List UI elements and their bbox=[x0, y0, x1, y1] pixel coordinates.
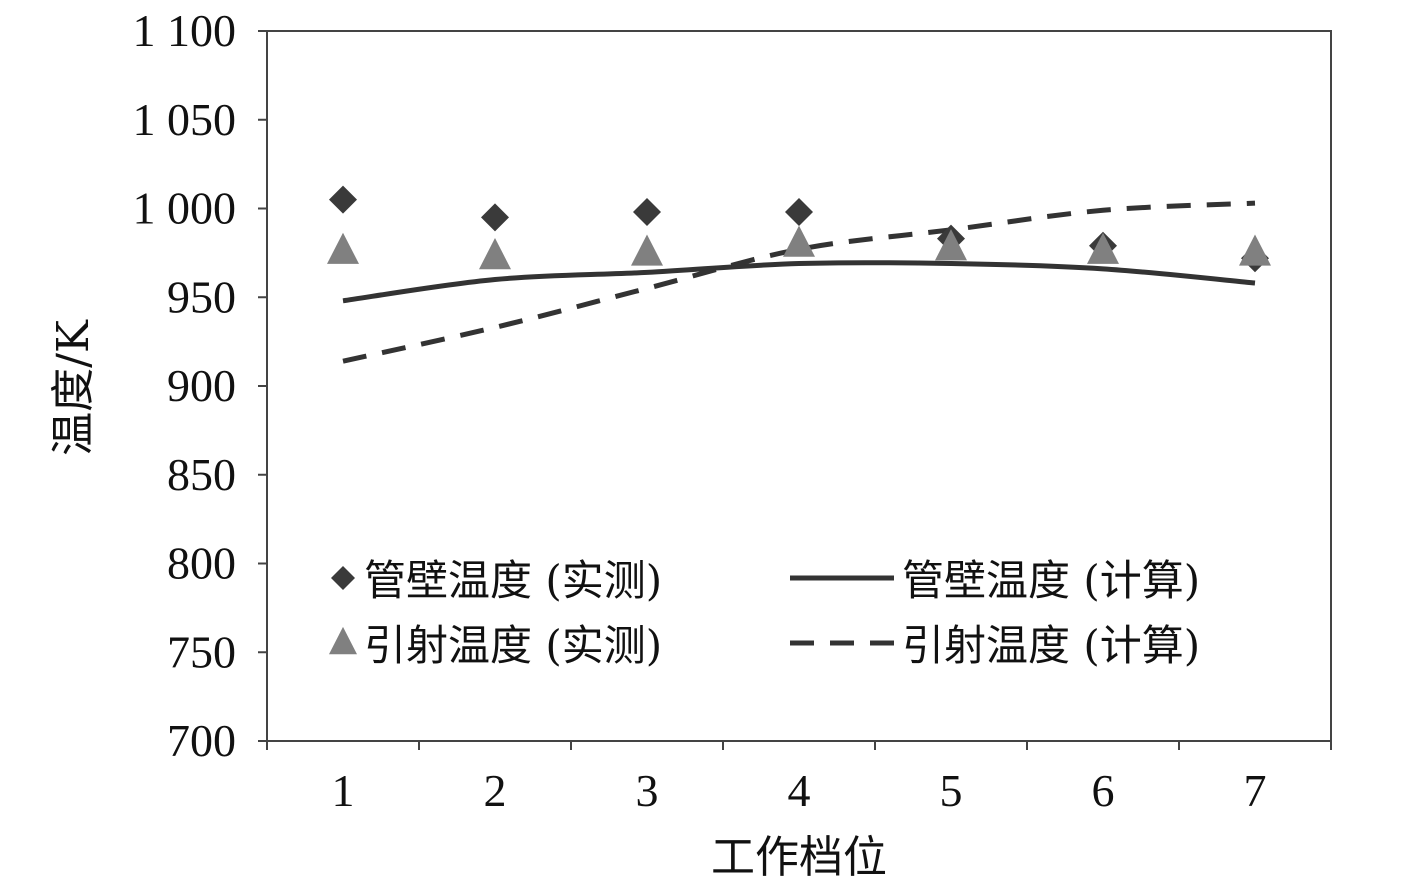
x-tick-label: 6 bbox=[1092, 765, 1115, 816]
x-tick-label: 1 bbox=[332, 765, 355, 816]
tick-marks bbox=[258, 30, 1332, 750]
y-tick-label: 1 050 bbox=[133, 94, 237, 145]
x-axis-title: 工作档位 bbox=[711, 832, 887, 883]
series-line-ejector-calc bbox=[342, 200, 1256, 364]
legend-label: 引射温度 (计算) bbox=[902, 621, 1200, 670]
series-lines bbox=[342, 200, 1256, 364]
legend-label: 管壁温度 (实测) bbox=[364, 556, 662, 605]
legend: 管壁温度 (实测) 管壁温度 (计算) 引射温度 (实测) 引射温度 (计算) bbox=[329, 556, 1200, 670]
x-tick-label: 7 bbox=[1244, 765, 1267, 816]
x-tick-label: 4 bbox=[788, 765, 811, 816]
data-point-ejector-measured bbox=[327, 232, 359, 264]
data-point-ejector-measured bbox=[935, 229, 967, 261]
x-tick-label: 3 bbox=[636, 765, 659, 816]
y-tick-label: 1 100 bbox=[133, 5, 237, 56]
data-point-ejector-measured bbox=[1239, 234, 1271, 266]
series-markers bbox=[327, 185, 1271, 273]
data-point-wall-measured bbox=[329, 185, 357, 214]
y-tick-label: 850 bbox=[167, 449, 236, 500]
data-point-ejector-measured bbox=[631, 234, 663, 266]
series-line-wall-calc bbox=[342, 260, 1256, 304]
data-point-wall-measured bbox=[481, 203, 509, 232]
y-tick-label: 1 000 bbox=[133, 183, 237, 234]
data-point-wall-measured bbox=[785, 198, 813, 227]
data-point-ejector-measured bbox=[479, 238, 511, 270]
y-tick-label: 750 bbox=[167, 626, 236, 677]
y-tick-label: 900 bbox=[167, 360, 236, 411]
data-point-ejector-measured bbox=[1087, 232, 1119, 264]
legend-label: 引射温度 (实测) bbox=[364, 621, 662, 670]
y-tick-label: 800 bbox=[167, 538, 236, 589]
x-tick-label: 5 bbox=[940, 765, 963, 816]
data-point-ejector-measured bbox=[783, 225, 815, 257]
x-tick-labels: 1 2 3 4 5 6 7 bbox=[332, 765, 1267, 816]
data-point-wall-measured bbox=[633, 198, 661, 227]
y-tick-label: 700 bbox=[167, 715, 236, 766]
legend-label: 管壁温度 (计算) bbox=[902, 556, 1200, 605]
x-tick-label: 2 bbox=[484, 765, 507, 816]
y-tick-labels: 700 750 800 850 900 950 1 000 1 050 1 100 bbox=[133, 5, 237, 766]
legend-symbol-triangle bbox=[329, 626, 357, 655]
legend-symbol-diamond bbox=[331, 566, 355, 590]
y-axis-title: 温度/K bbox=[48, 319, 99, 456]
y-tick-label: 950 bbox=[167, 271, 236, 322]
